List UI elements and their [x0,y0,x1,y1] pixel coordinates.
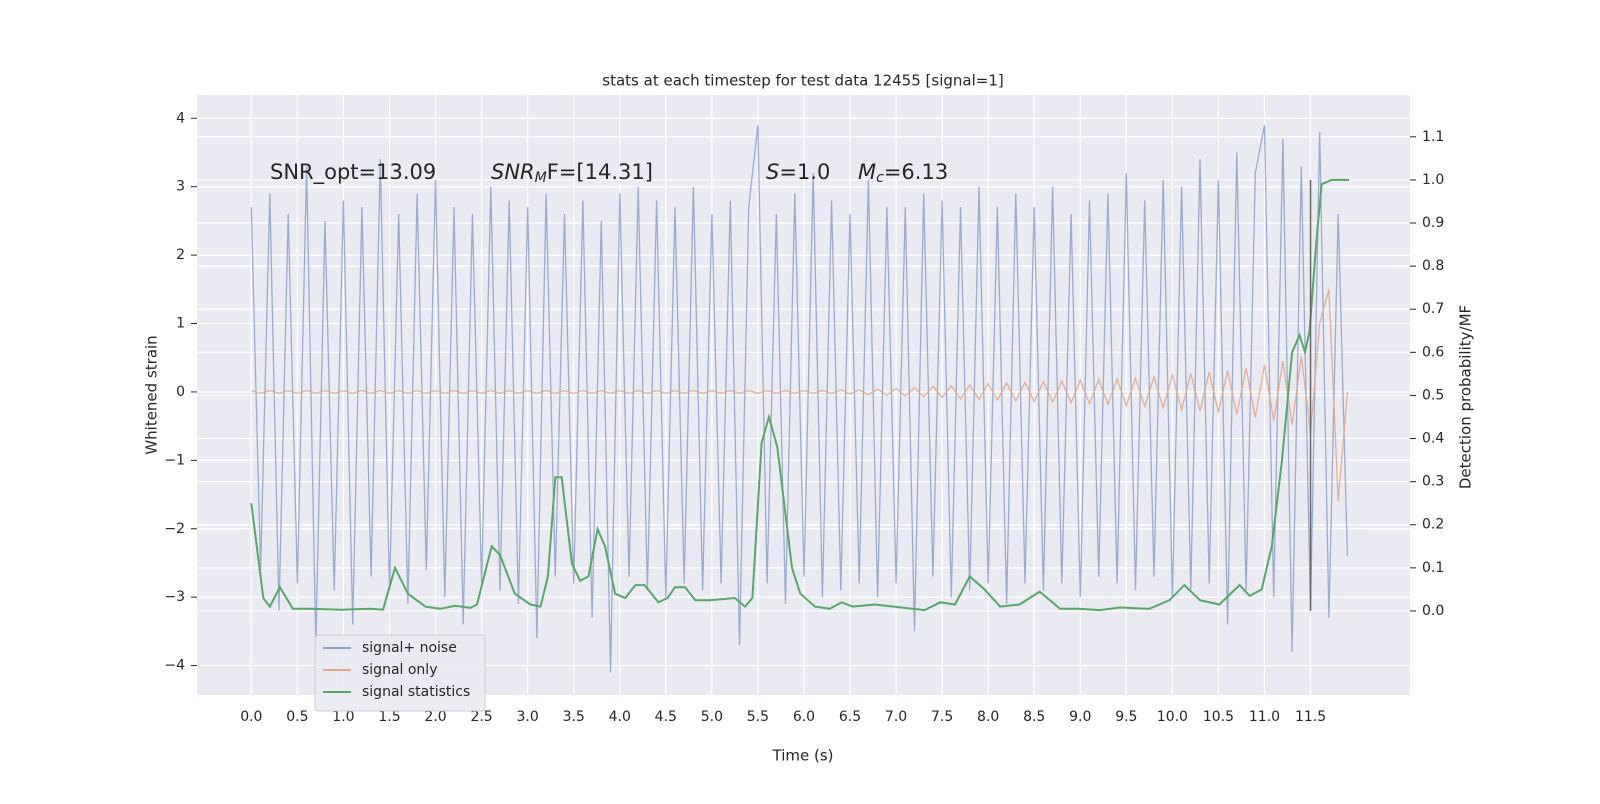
legend-label: signal statistics [362,684,470,700]
x-tick-label: 2.0 [424,709,446,725]
x-tick-label: 1.0 [332,709,354,725]
x-tick-label: 8.0 [977,709,999,725]
series-line [250,178,1350,612]
x-tick-label: 4.5 [655,709,677,725]
x-tick-label: 9.5 [1115,709,1137,725]
series-line [250,124,1349,673]
annotation: SNRMF=[14.31] [491,160,653,186]
y-tick-label: 1 [176,316,185,332]
annotation: Mc=6.13 [858,160,948,186]
y2-tick-label: 1.1 [1422,129,1444,145]
annotation-part: M [535,170,547,186]
x-tick-label: 8.5 [1023,709,1045,725]
x-tick-label: 3.0 [517,709,539,725]
x-tick-label: 10.5 [1203,709,1234,725]
y2-tick-label: 0.1 [1422,560,1444,576]
x-tick-label: 5.5 [747,709,769,725]
annotation: S=1.0 [766,160,830,184]
y2-tick-label: 0.0 [1422,603,1444,619]
y-tick-label: −1 [164,452,185,468]
y2-tick-label: 0.3 [1422,474,1444,490]
y2-tick-label: 0.2 [1422,517,1444,533]
x-tick-label: 11.5 [1295,709,1326,725]
y2-axis-label: Detection probability/MF [1457,305,1475,489]
x-tick-label: 1.5 [378,709,400,725]
x-tick-label: 2.5 [470,709,492,725]
x-tick-label: 6.5 [839,709,861,725]
y2-tick-label: 0.5 [1422,387,1444,403]
legend-box [314,634,486,712]
y2-tick-label: 0.9 [1422,215,1444,231]
x-tick-label: 0.5 [286,709,308,725]
annotation-part: =6.13 [884,160,948,184]
y2-tick-label: 0.8 [1422,258,1444,274]
x-tick-label: 5.0 [701,709,723,725]
y2-tick-label: 0.4 [1422,431,1444,447]
y-axis-label: Whitened strain [143,335,161,454]
legend-label: signal+ noise [362,640,457,656]
x-tick-label: 3.5 [563,709,585,725]
y-tick-label: −2 [164,521,185,537]
y-tick-label: 4 [176,110,185,126]
x-tick-label: 7.0 [885,709,907,725]
x-tick-label: 7.5 [931,709,953,725]
x-tick-label: 9.0 [1069,709,1091,725]
annotation-part: M [858,160,876,184]
y2-tick-label: 0.7 [1422,301,1444,317]
y-tick-label: 2 [176,247,185,263]
y-tick-label: 3 [176,179,185,195]
y-tick-label: 0 [176,384,185,400]
y2-tick-label: 1.0 [1422,172,1444,188]
x-tick-label: 11.0 [1249,709,1280,725]
y-tick-label: −3 [164,589,185,605]
x-axis-label: Time (s) [772,747,834,765]
annotation-part: S [766,160,779,184]
annotation-part: F=[14.31] [547,160,653,184]
y-tick-label: −4 [164,658,185,674]
chart-title: stats at each timestep for test data 124… [602,72,1003,90]
annotation-part: SNR [491,160,535,184]
x-tick-label: 0.0 [240,709,262,725]
series-line [251,289,1349,502]
annotation-part: SNR_opt=13.09 [270,160,436,185]
x-tick-label: 4.0 [609,709,631,725]
y2-tick-label: 0.6 [1422,344,1444,360]
x-tick-label: 6.0 [793,709,815,725]
annotation: SNR_opt=13.09 [270,160,436,185]
annotation-part: =1.0 [779,160,830,184]
x-tick-label: 10.0 [1157,709,1188,725]
annotation-part: c [876,170,884,186]
legend-label: signal only [362,662,437,678]
